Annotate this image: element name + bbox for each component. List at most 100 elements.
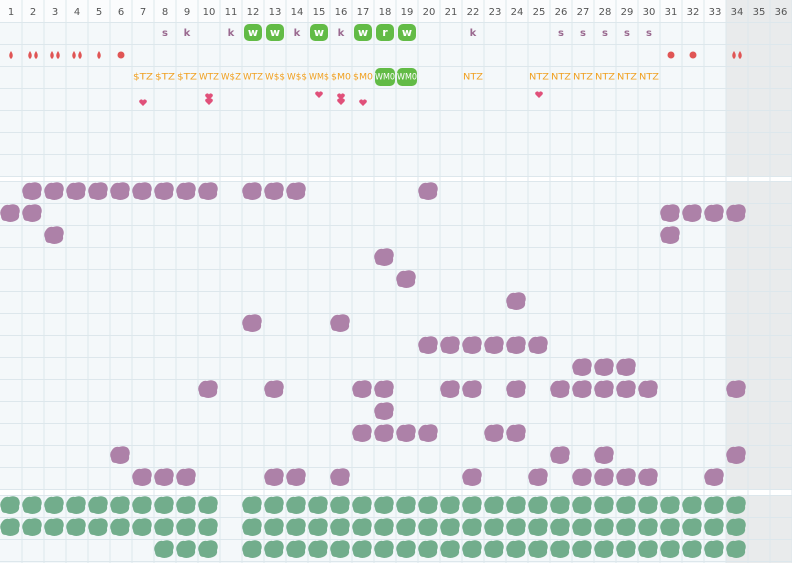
blob — [110, 496, 130, 514]
letter-marker: s — [624, 28, 630, 39]
code-marker: NTZ — [551, 73, 571, 83]
blob — [660, 226, 680, 244]
blob — [638, 540, 658, 558]
column-label: 9 — [184, 7, 190, 18]
code-marker: NTZ — [595, 73, 615, 83]
blob — [484, 496, 504, 514]
blob — [506, 540, 526, 558]
blob — [0, 496, 20, 514]
green-tile — [375, 68, 395, 86]
blob — [572, 540, 592, 558]
blob — [264, 468, 284, 486]
blob — [396, 424, 416, 442]
blob — [594, 518, 614, 536]
drop-icon — [50, 51, 54, 59]
code-marker: W$Z — [221, 73, 241, 83]
heart-icon — [139, 99, 147, 106]
blob — [484, 518, 504, 536]
letter-marker: s — [162, 28, 168, 39]
column-label: 7 — [140, 7, 146, 18]
blob — [264, 182, 284, 200]
blob — [132, 518, 152, 536]
blob — [484, 336, 504, 354]
column-label: 33 — [709, 7, 722, 18]
blob — [154, 518, 174, 536]
blob — [154, 468, 174, 486]
blob — [330, 496, 350, 514]
blob — [704, 518, 724, 536]
blob — [22, 182, 42, 200]
code-marker: $M0 — [353, 73, 373, 83]
blob — [352, 380, 372, 398]
blob — [616, 358, 636, 376]
column-label: 20 — [423, 7, 436, 18]
blob — [682, 540, 702, 558]
blob — [638, 496, 658, 514]
blob — [176, 540, 196, 558]
blob — [110, 182, 130, 200]
letter-marker: w — [402, 26, 412, 39]
blob — [616, 468, 636, 486]
column-label: 32 — [687, 7, 700, 18]
blob — [0, 204, 20, 222]
blob — [352, 540, 372, 558]
code-marker: WM0 — [397, 73, 417, 83]
blob — [660, 496, 680, 514]
code-marker: NTZ — [617, 73, 637, 83]
column-label: 36 — [775, 7, 788, 18]
blob — [506, 336, 526, 354]
green-tile — [310, 24, 328, 41]
blob — [198, 182, 218, 200]
blob — [484, 424, 504, 442]
blob — [418, 496, 438, 514]
blob — [330, 468, 350, 486]
blob — [374, 518, 394, 536]
blob — [550, 540, 570, 558]
blob — [22, 496, 42, 514]
heart-icon — [205, 98, 213, 105]
blob — [682, 496, 702, 514]
blob — [616, 518, 636, 536]
blob — [264, 380, 284, 398]
blob — [682, 518, 702, 536]
blob — [440, 380, 460, 398]
blob — [308, 540, 328, 558]
blob — [154, 540, 174, 558]
column-label: 23 — [489, 7, 502, 18]
column-label: 16 — [335, 7, 348, 18]
blob — [506, 292, 526, 310]
column-label: 29 — [621, 7, 634, 18]
blob — [176, 518, 196, 536]
blob — [44, 496, 64, 514]
code-marker: W$$ — [287, 73, 307, 83]
blob — [352, 518, 372, 536]
code-marker: NTZ — [529, 73, 549, 83]
drop-icon — [732, 51, 736, 59]
heart-icon — [535, 91, 543, 98]
letter-marker: w — [270, 26, 280, 39]
blob — [176, 182, 196, 200]
blob — [726, 204, 746, 222]
blob — [132, 182, 152, 200]
green-tile — [376, 24, 394, 41]
blob — [264, 540, 284, 558]
blob — [528, 468, 548, 486]
blob — [704, 496, 724, 514]
blob — [132, 468, 152, 486]
dot-icon — [667, 51, 675, 59]
blob — [462, 518, 482, 536]
blob — [616, 496, 636, 514]
blob — [66, 182, 86, 200]
letter-marker: k — [470, 28, 477, 39]
letter-marker: k — [294, 28, 301, 39]
blob — [638, 468, 658, 486]
blob — [638, 518, 658, 536]
blob — [506, 518, 526, 536]
blob — [660, 540, 680, 558]
blob — [132, 496, 152, 514]
column-label: 11 — [225, 7, 238, 18]
blob — [726, 540, 746, 558]
column-label: 34 — [731, 7, 744, 18]
column-label: 8 — [162, 7, 168, 18]
